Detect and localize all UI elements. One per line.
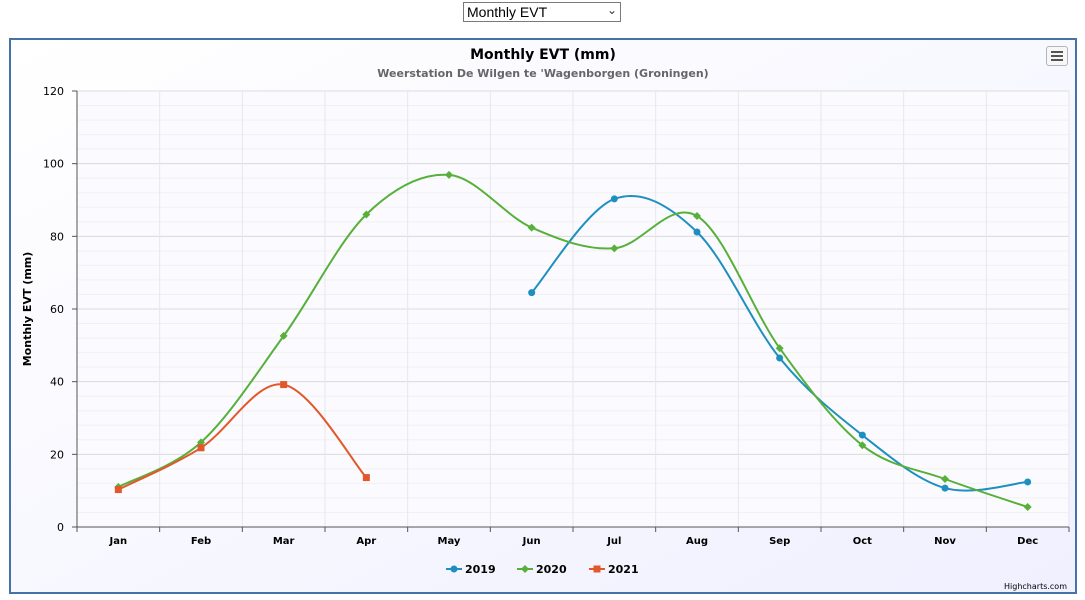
data-point-2021-apr[interactable] [362,474,370,482]
y-tick-label: 100 [43,158,64,171]
data-point-2020-jun[interactable] [527,223,536,232]
data-point-2019-nov[interactable] [941,484,949,492]
data-point-2019-aug[interactable] [693,228,701,236]
series-line-2021[interactable] [117,383,368,491]
data-point-2019-oct[interactable] [858,431,866,439]
y-tick-label: 60 [50,303,64,316]
x-tick-label-oct: Oct [853,536,872,547]
chevron-down-icon: ⌄ [606,3,617,17]
y-tick-label: 40 [50,376,64,389]
y-tick-label: 80 [50,230,64,243]
series-2021 [114,381,370,494]
data-point-2020-mar[interactable] [279,331,288,340]
hamburger-menu-icon [1051,51,1063,53]
data-point-2020-oct[interactable] [858,441,867,450]
credits-text[interactable]: Highcharts.com [1004,582,1067,591]
legend-item-2019[interactable]: 2019 [446,563,496,576]
x-tick-label-aug: Aug [686,536,708,547]
data-point-2020-dec[interactable] [1023,503,1032,512]
x-tick-label-jan: Jan [109,536,128,547]
data-point-2019-jun[interactable] [528,289,536,297]
legend-item-2021[interactable]: 2021 [589,563,639,576]
x-tick-label-jun: Jun [522,536,541,547]
data-point-2021-jan[interactable] [114,486,122,494]
y-axis-title: Monthly EVT (mm) [21,252,34,367]
legend-marker[interactable] [450,565,458,573]
legend-label: 2021 [608,563,639,576]
data-point-2020-aug[interactable] [693,211,701,220]
x-tick-label-mar: Mar [273,536,295,547]
data-point-2020-nov[interactable] [941,475,949,484]
x-tick-label-apr: Apr [356,536,376,547]
legend-marker[interactable] [521,565,529,573]
legend-marker[interactable] [593,565,601,573]
data-point-2019-sep[interactable] [776,354,784,362]
x-tick-label-sep: Sep [769,536,790,547]
x-tick-label-nov: Nov [934,536,956,547]
data-point-2020-sep[interactable] [775,344,784,353]
chart-menu-button[interactable] [1046,46,1068,66]
x-tick-label-feb: Feb [191,536,211,547]
x-tick-label-jul: Jul [606,536,621,547]
data-point-2021-mar[interactable] [280,381,288,389]
data-point-2021-feb[interactable] [197,444,205,452]
chart-type-select-value: Monthly EVT [467,4,548,20]
y-tick-label: 0 [57,521,64,534]
data-point-2020-may[interactable] [445,170,453,179]
legend-label: 2020 [536,563,567,576]
y-tick-label: 120 [43,85,64,98]
data-point-2020-apr[interactable] [362,210,371,219]
chart-subtitle: Weerstation De Wilgen te 'Wagenborgen (G… [377,67,708,80]
x-tick-label-may: May [438,536,461,547]
series-2019 [528,194,1032,492]
chart-type-select[interactable]: Monthly EVT ⌄ [463,2,621,22]
data-point-2019-dec[interactable] [1024,478,1032,486]
legend-label: 2019 [465,563,496,576]
data-point-2019-jul[interactable] [610,195,618,203]
y-tick-label: 20 [50,448,64,461]
data-point-2020-jul[interactable] [610,244,619,253]
legend-item-2020[interactable]: 2020 [517,563,567,576]
chart-title: Monthly EVT (mm) [470,47,616,63]
x-tick-label-dec: Dec [1017,536,1038,547]
